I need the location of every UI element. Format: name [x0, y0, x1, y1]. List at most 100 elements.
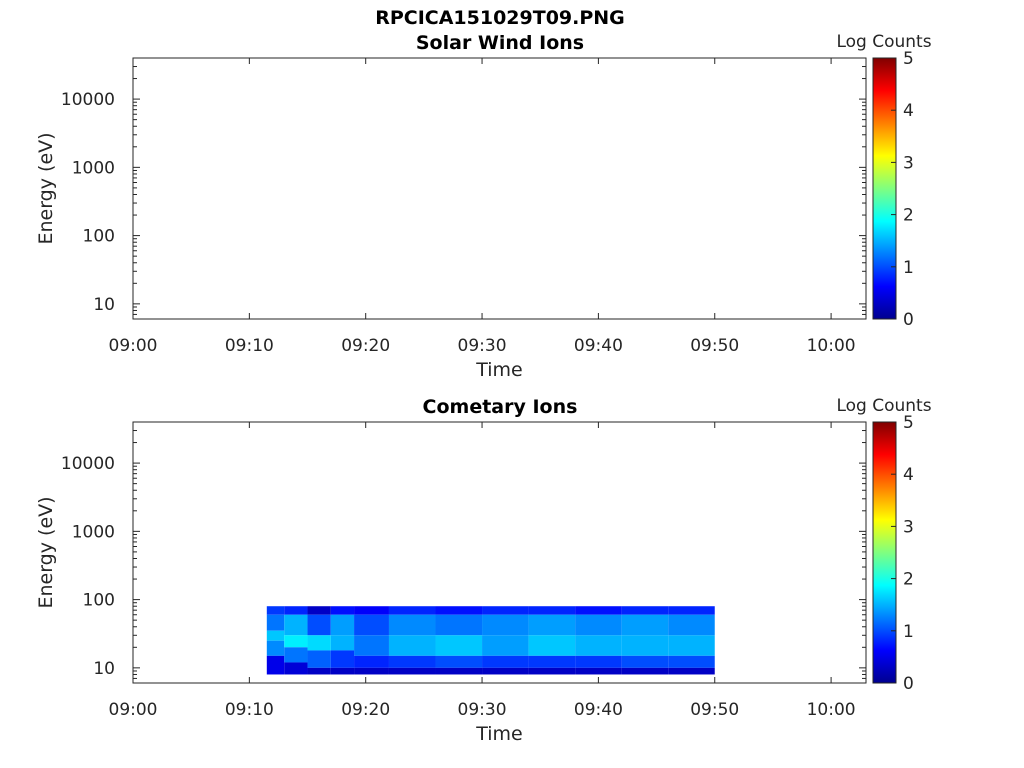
heatmap-cell — [284, 614, 308, 636]
panel-solar-wind-ions: 09:00 09:10 09:20 09:30 09:40 09:50 10:00 10 100… — [35, 32, 932, 381]
x-tick-label: 09:40 — [574, 336, 623, 356]
heatmap-cell — [307, 667, 331, 675]
heatmap-cell — [266, 630, 285, 641]
y-tick-label: 100 — [83, 227, 115, 247]
colorbar — [872, 421, 897, 684]
heatmap-cell — [266, 614, 285, 631]
heatmap-cell — [668, 635, 715, 656]
heatmap-cell — [388, 614, 436, 636]
heatmap-cell — [482, 635, 529, 656]
heatmap-cell — [482, 655, 529, 668]
colorbar-tick-label: 3 — [903, 153, 914, 173]
heatmap-cell — [388, 635, 436, 656]
heatmap-cell — [307, 614, 331, 636]
panel-title: Cometary Ions — [423, 396, 578, 418]
colorbar-tick-label: 5 — [903, 49, 914, 69]
heatmap-cell — [528, 635, 576, 656]
y-tick-label: 10000 — [61, 454, 115, 474]
heatmap-cell — [528, 606, 576, 615]
heatmap-cell — [621, 606, 669, 615]
heatmap-cell — [435, 606, 483, 615]
heatmap-cell — [575, 606, 622, 615]
heatmap-cell — [668, 606, 715, 615]
heatmap-cell — [354, 606, 389, 615]
heatmap-cell — [435, 667, 483, 675]
heatmap-cell — [575, 655, 622, 668]
colorbar-tick-label: 2 — [903, 206, 914, 226]
plot-frame — [132, 421, 867, 684]
heatmap-cell — [307, 635, 331, 651]
heatmap-cell — [435, 655, 483, 668]
colorbar-tick-label: 1 — [903, 622, 914, 642]
x-tick-label: 09:00 — [109, 336, 158, 356]
heatmap-cell — [330, 614, 355, 636]
heatmap-cell — [575, 667, 622, 675]
heatmap-cell — [330, 635, 355, 651]
x-tick-label: 10:00 — [807, 336, 856, 356]
heatmap-cell — [482, 606, 529, 615]
heatmap-cell — [482, 614, 529, 636]
heatmap-cells — [266, 606, 715, 675]
colorbar-tick-label: 0 — [903, 674, 914, 694]
heatmap-cell — [284, 662, 308, 675]
x-tick-label: 09:10 — [225, 700, 274, 720]
heatmap-cell — [668, 667, 715, 675]
heatmap-cell — [621, 635, 669, 656]
y-tick-label: 10 — [93, 295, 115, 315]
heatmap-cell — [354, 655, 389, 668]
heatmap-cell — [388, 667, 436, 675]
x-tick-label: 09:50 — [690, 700, 739, 720]
heatmap-cell — [330, 650, 355, 668]
colorbar-tick-label: 5 — [903, 413, 914, 433]
x-tick-label: 09:30 — [458, 700, 507, 720]
figure-title: RPCICA151029T09.PNG — [375, 7, 625, 29]
heatmap-cell — [575, 635, 622, 656]
heatmap-cell — [388, 606, 436, 615]
heatmap-cell — [435, 614, 483, 636]
colorbar-label: Log Counts — [836, 396, 931, 416]
colorbar-tick-label: 4 — [903, 101, 914, 121]
heatmap-cell — [668, 614, 715, 636]
heatmap-cell — [330, 606, 355, 615]
heatmap-cell — [284, 647, 308, 663]
colorbar-label: Log Counts — [836, 32, 931, 52]
x-tick-label: 09:40 — [574, 700, 623, 720]
plot-frame — [132, 57, 867, 320]
heatmap-cell — [284, 606, 308, 615]
heatmap-cell — [621, 614, 669, 636]
heatmap-cell — [528, 614, 576, 636]
colorbar-tick-label: 1 — [903, 258, 914, 278]
heatmap-cell — [388, 655, 436, 668]
colorbar — [872, 57, 897, 320]
heatmap-cell — [354, 635, 389, 656]
heatmap-cell — [284, 635, 308, 648]
y-tick-label: 1000 — [72, 522, 115, 542]
y-axis-label: Energy (eV) — [35, 496, 57, 608]
heatmap-cell — [528, 655, 576, 668]
x-tick-label: 09:20 — [341, 700, 390, 720]
y-tick-label: 10000 — [61, 90, 115, 110]
heatmap-cell — [621, 667, 669, 675]
x-axis-label: Time — [475, 723, 523, 745]
heatmap-cell — [330, 667, 355, 675]
heatmap-cell — [307, 650, 331, 668]
heatmap-cell — [575, 614, 622, 636]
x-tick-label: 09:10 — [225, 336, 274, 356]
x-tick-label: 09:50 — [690, 336, 739, 356]
heatmap-cell — [266, 606, 285, 615]
panel-title: Solar Wind Ions — [416, 32, 584, 54]
colorbar-tick-label: 4 — [903, 465, 914, 485]
colorbar-tick-label: 2 — [903, 570, 914, 590]
y-axis-label: Energy (eV) — [35, 132, 57, 244]
x-tick-label: 09:20 — [341, 336, 390, 356]
heatmap-cell — [668, 655, 715, 668]
heatmap-cell — [307, 606, 331, 615]
x-axis-label: Time — [475, 359, 523, 381]
x-tick-label: 09:30 — [458, 336, 507, 356]
heatmap-cell — [266, 640, 285, 656]
heatmap-cell — [482, 667, 529, 675]
colorbar-tick-label: 3 — [903, 517, 914, 537]
heatmap-cell — [354, 614, 389, 636]
y-tick-label: 1000 — [72, 158, 115, 178]
